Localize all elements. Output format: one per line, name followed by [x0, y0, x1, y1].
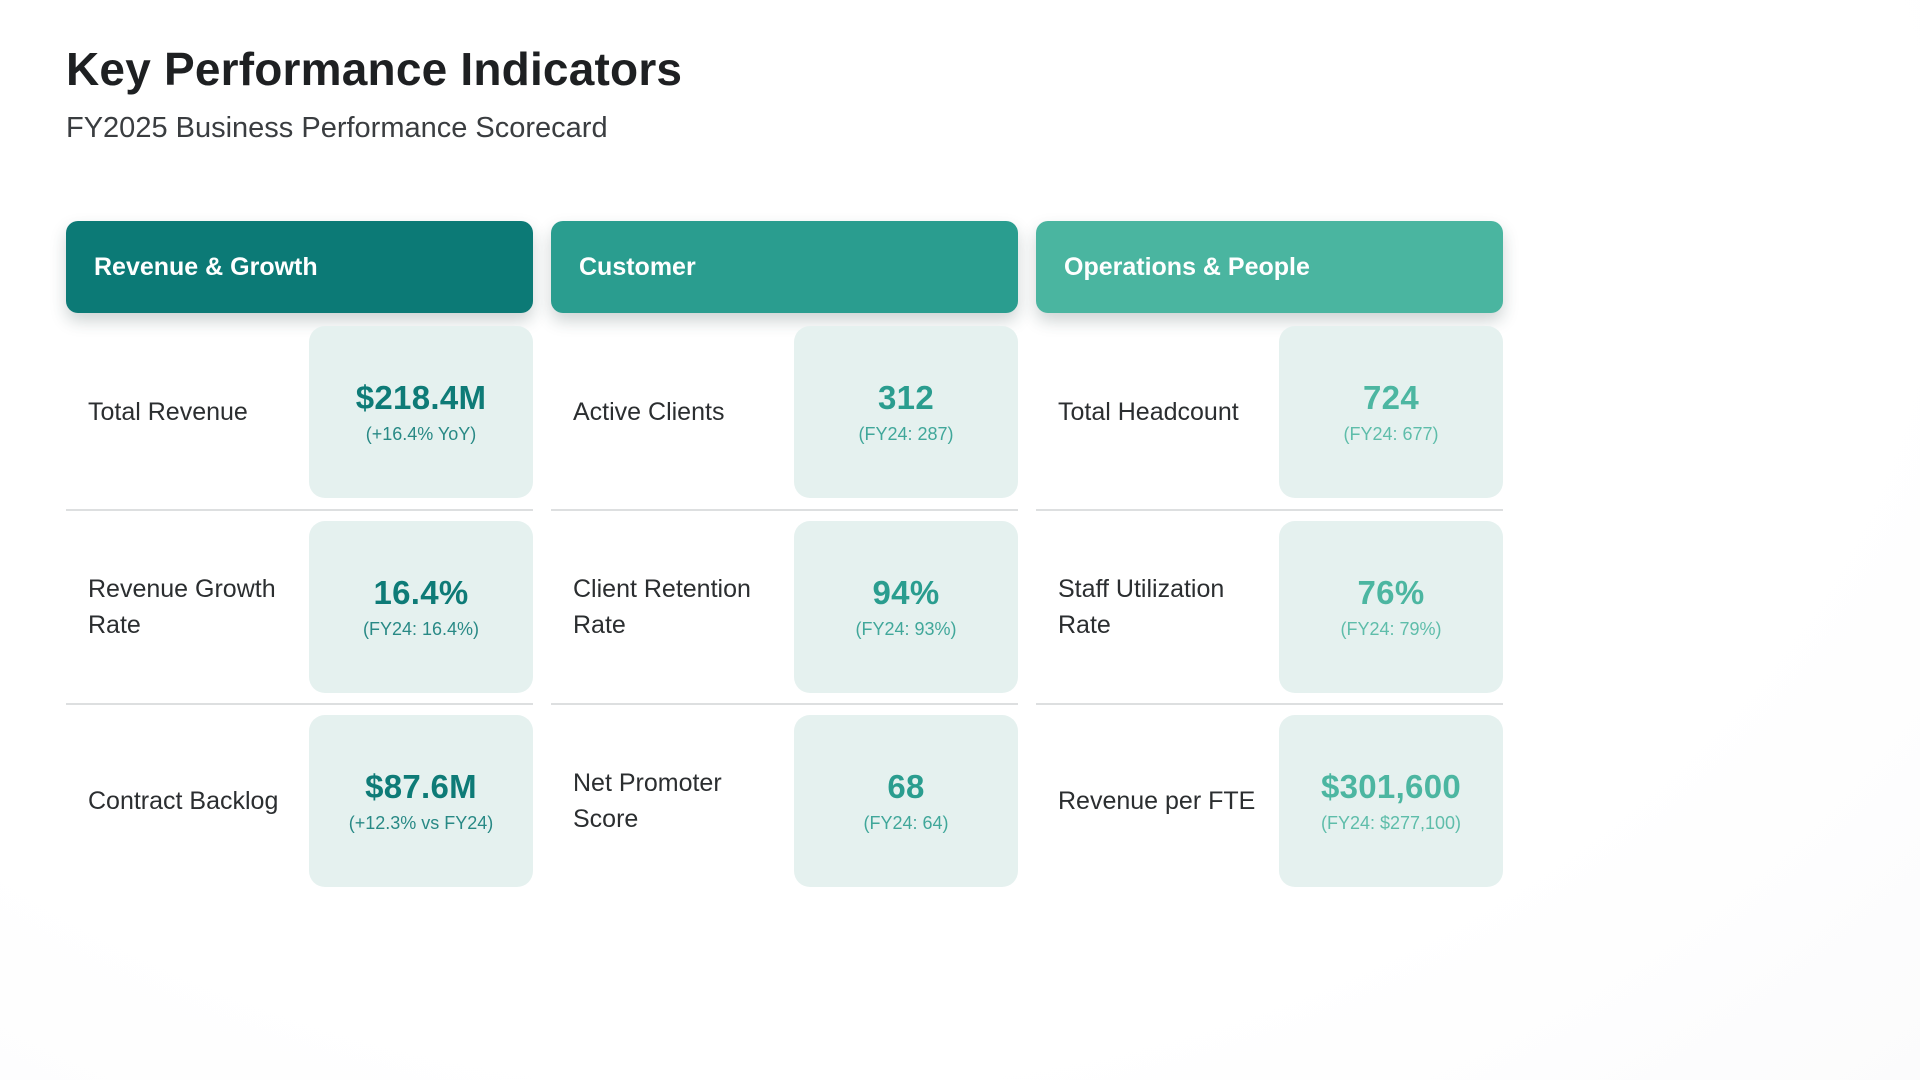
metric-row-total-headcount: Total Headcount 724 (FY24: 677)	[1036, 315, 1503, 509]
metric-label: Staff Utilization Rate	[1058, 574, 1225, 639]
column-customer: Customer Active Clients 312 (FY24: 287) …	[551, 221, 1018, 897]
metric-row-active-clients: Active Clients 312 (FY24: 287)	[551, 315, 1018, 509]
page-title: Key Performance Indicators	[66, 43, 683, 95]
metric-label: Revenue per FTE	[1058, 786, 1256, 815]
metric-value: 16.4%	[373, 574, 469, 611]
metric-comparison: (FY24: 79%)	[1340, 619, 1442, 639]
metric-label: Contract Backlog	[88, 786, 279, 815]
metric-comparison: (FY24: 64)	[863, 813, 949, 833]
metric-label: Total Headcount	[1058, 397, 1239, 426]
metric-value: 312	[878, 379, 934, 416]
metric-comparison: (+12.3% vs FY24)	[348, 813, 494, 833]
metric-value-card: 724 (FY24: 677)	[1279, 326, 1503, 498]
metric-comparison: (FY24: 16.4%)	[362, 619, 480, 639]
metric-row-staff-utilization-rate: Staff Utilization Rate 76% (FY24: 79%)	[1036, 509, 1503, 703]
metric-value-card: 312 (FY24: 287)	[794, 326, 1018, 498]
metric-comparison: (+16.4% YoY)	[365, 424, 477, 444]
metric-value: $301,600	[1320, 768, 1462, 805]
metric-row-net-promoter-score: Net Promoter Score 68 (FY24: 64)	[551, 703, 1018, 897]
metric-value-card: $218.4M (+16.4% YoY)	[309, 326, 533, 498]
metric-value-card: 16.4% (FY24: 16.4%)	[309, 521, 533, 693]
metric-value-card: 68 (FY24: 64)	[794, 715, 1018, 887]
metric-label: Client Retention Rate	[573, 574, 751, 639]
metric-value: 68	[887, 768, 925, 805]
metric-value: 94%	[872, 574, 940, 611]
metric-row-client-retention-rate: Client Retention Rate 94% (FY24: 93%)	[551, 509, 1018, 703]
kpi-grid: Revenue & Growth Total Revenue $218.4M (…	[66, 221, 1503, 897]
metric-row-revenue-growth-rate: Revenue Growth Rate 16.4% (FY24: 16.4%)	[66, 509, 533, 703]
metric-label: Net Promoter Score	[573, 768, 722, 833]
metric-comparison: (FY24: $277,100)	[1320, 813, 1462, 833]
column-rows: Total Revenue $218.4M (+16.4% YoY) Reven…	[66, 315, 533, 897]
column-header-customer: Customer	[551, 221, 1018, 313]
metric-value-card: $87.6M (+12.3% vs FY24)	[309, 715, 533, 887]
metric-value-card: 76% (FY24: 79%)	[1279, 521, 1503, 693]
metric-comparison: (FY24: 287)	[858, 424, 954, 444]
metric-label: Total Revenue	[88, 397, 248, 426]
metric-value-card: $301,600 (FY24: $277,100)	[1279, 715, 1503, 887]
column-header-operations-people: Operations & People	[1036, 221, 1503, 313]
metric-row-revenue-per-fte: Revenue per FTE $301,600 (FY24: $277,100…	[1036, 703, 1503, 897]
column-operations-people: Operations & People Total Headcount 724 …	[1036, 221, 1503, 897]
metric-value: $218.4M	[355, 379, 487, 416]
column-header-revenue-growth: Revenue & Growth	[66, 221, 533, 313]
column-revenue-growth: Revenue & Growth Total Revenue $218.4M (…	[66, 221, 533, 897]
metric-row-total-revenue: Total Revenue $218.4M (+16.4% YoY)	[66, 315, 533, 509]
metric-value: 76%	[1357, 574, 1425, 611]
column-rows: Total Headcount 724 (FY24: 677) Staff Ut…	[1036, 315, 1503, 897]
metric-comparison: (FY24: 677)	[1343, 424, 1439, 444]
page-subtitle: FY2025 Business Performance Scorecard	[66, 112, 608, 144]
metric-value: $87.6M	[365, 768, 477, 805]
metric-value: 724	[1363, 379, 1419, 416]
metric-label: Active Clients	[573, 397, 725, 426]
metric-row-contract-backlog: Contract Backlog $87.6M (+12.3% vs FY24)	[66, 703, 533, 897]
metric-value-card: 94% (FY24: 93%)	[794, 521, 1018, 693]
metric-comparison: (FY24: 93%)	[855, 619, 957, 639]
column-rows: Active Clients 312 (FY24: 287) Client Re…	[551, 315, 1018, 897]
metric-label: Revenue Growth Rate	[88, 574, 276, 639]
